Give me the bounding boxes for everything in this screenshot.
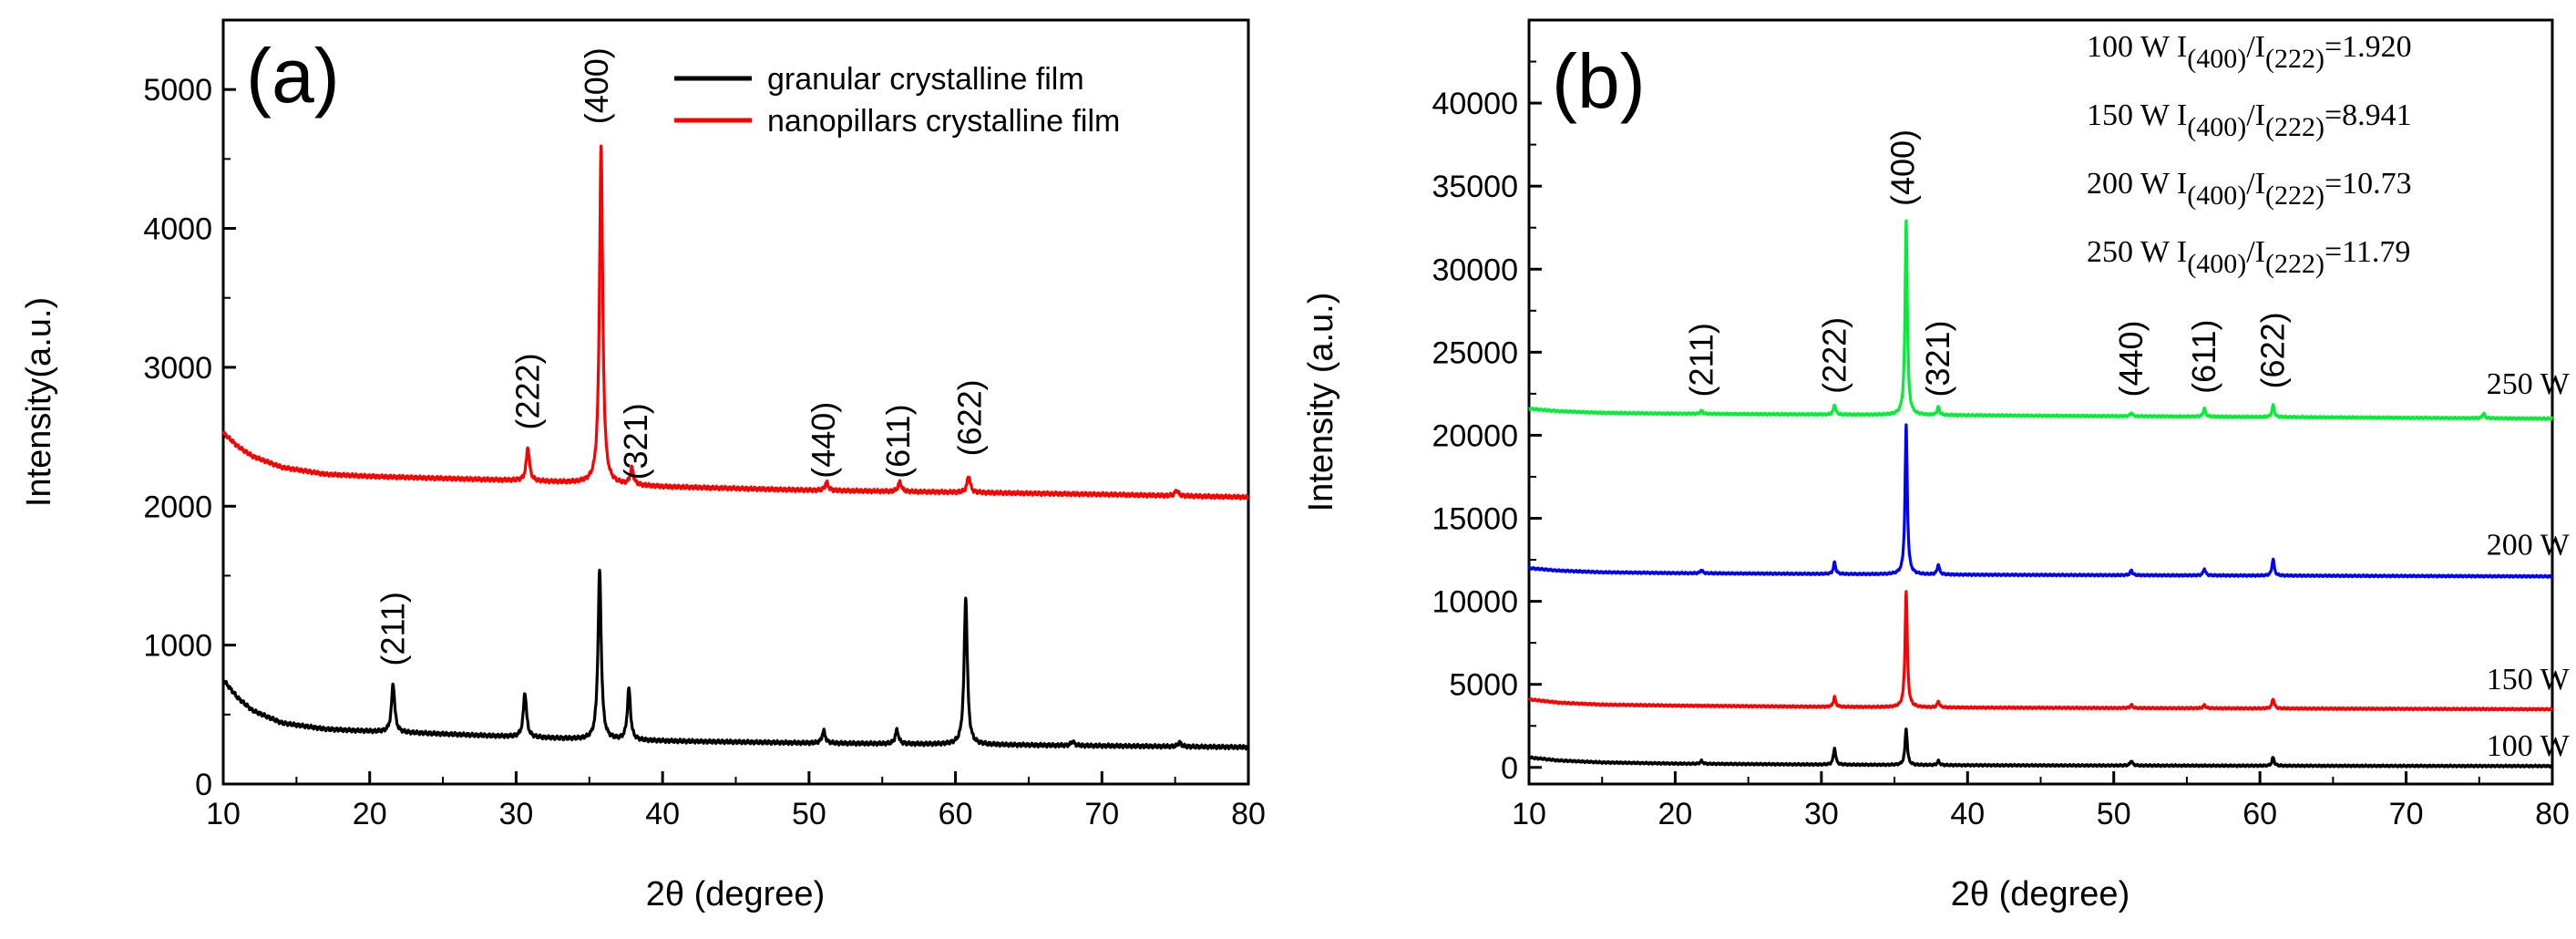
y-tick-label: 20000: [1432, 418, 1518, 453]
panel-label-a: (a): [246, 33, 340, 119]
series-line-250-w: [1527, 219, 2554, 421]
y-tick-label: 0: [1501, 751, 1518, 786]
y-tick-label: 40000: [1432, 87, 1518, 121]
legend-a: granular crystalline film nanopillars cr…: [674, 62, 1120, 139]
peak-label: (222): [508, 353, 546, 429]
peak-label: (440): [2112, 320, 2150, 397]
x-axis-label-b: 2θ (degree): [1951, 875, 2130, 913]
power-label: 100 W: [2487, 729, 2571, 763]
series-group-b: [1527, 219, 2554, 769]
y-axis-label-a: Intensity(a.u.): [20, 297, 58, 507]
peak-label: (622): [951, 379, 989, 456]
x-tick-label: 30: [1804, 797, 1839, 831]
peak-label: (321): [1919, 320, 1956, 397]
power-labels-b: 250 W 200 W 150 W 100 W: [2487, 367, 2571, 763]
ratio-row: 100 W I(400)/I(222)=1.920: [2087, 30, 2412, 74]
x-tick-label: 70: [1084, 797, 1119, 831]
ratio-row: 150 W I(400)/I(222)=8.941: [2087, 98, 2412, 142]
peak-label: (440): [805, 402, 842, 479]
legend-label-nanopillars: nanopillars crystalline film: [767, 104, 1120, 139]
y-tick-label: 2000: [143, 490, 212, 524]
x-tick-label: 20: [353, 797, 387, 831]
power-label: 150 W: [2487, 663, 2571, 697]
y-tick-label: 5000: [143, 73, 212, 108]
peak-label: (611): [2185, 320, 2222, 394]
x-tick-label: 60: [2242, 797, 2277, 831]
series-line-150-w: [1527, 590, 2554, 712]
peak-label: (400): [578, 47, 615, 124]
peak-label: (222): [1815, 317, 1852, 394]
x-tick-label: 30: [499, 797, 534, 831]
peak-label: (622): [2254, 312, 2292, 388]
x-tick-label: 60: [939, 797, 973, 831]
y-tick-label: 30000: [1432, 253, 1518, 287]
x-tick-label: 40: [1950, 797, 1985, 831]
y-tick-label: 0: [195, 768, 212, 802]
x-tick-label: 50: [792, 797, 826, 831]
ratio-row: 200 W I(400)/I(222)=10.73: [2087, 167, 2412, 211]
legend-label-granular: granular crystalline film: [767, 62, 1084, 97]
series-line-100-w: [1527, 727, 2554, 769]
series-line-granular-crystalline-film: [221, 568, 1250, 751]
x-tick-label: 50: [2097, 797, 2131, 831]
panel-b: 10 20 30 40 50 60 70 80 0 5000 10000 15000 20000 2500…: [1302, 18, 2571, 913]
series-line-200-w: [1527, 423, 2554, 579]
x-tick-label: 80: [1231, 797, 1266, 831]
y-axis-label-b: Intensity (a.u.): [1302, 293, 1340, 512]
y-tick-label: 4000: [143, 212, 212, 247]
y-tick-label: 1000: [143, 629, 212, 664]
plot-frame-b: [1527, 18, 2554, 786]
x-tick-label: 70: [2389, 797, 2424, 831]
y-tick-label: 25000: [1432, 335, 1518, 370]
power-label: 200 W: [2487, 529, 2571, 562]
axis-ticks-a: 10 20 30 40 50 60 70 80 0 1000 2000 3000 4000 5000: [143, 73, 1266, 831]
y-tick-label: 5000: [1449, 668, 1518, 703]
x-tick-label: 80: [2535, 797, 2570, 831]
x-tick-label: 10: [206, 797, 241, 831]
x-tick-label: 40: [645, 797, 680, 831]
series-line-nanopillars-crystalline-film: [221, 144, 1250, 500]
panel-a: 10 20 30 40 50 60 70 80 0 1000 2000 3000 4000 5000 (2…: [20, 18, 1266, 913]
peak-label: (400): [1884, 129, 1922, 206]
y-tick-label: 10000: [1432, 585, 1518, 620]
peak-label: (211): [1682, 323, 1719, 397]
peak-labels-a: (211) (222) (400) (321) (440) (611) (622): [374, 47, 988, 666]
y-tick-label: 3000: [143, 351, 212, 386]
x-tick-label: 20: [1658, 797, 1693, 831]
peak-label: (211): [374, 592, 411, 666]
x-axis-label-a: 2θ (degree): [646, 875, 825, 913]
power-label: 250 W: [2487, 367, 2571, 401]
peak-label: (611): [879, 404, 917, 478]
ratio-row: 250 W I(400)/I(222)=11.79: [2087, 235, 2410, 279]
ratio-table: 100 W I(400)/I(222)=1.920 150 W I(400)/I(…: [2087, 30, 2412, 279]
x-tick-label: 10: [1512, 797, 1546, 831]
axis-ticks-b: 10 20 30 40 50 60 70 80 0 5000 10000 15000 20000 2500…: [1432, 60, 2570, 831]
peak-labels-b: (211) (222) (400) (321) (440) (611) (622): [1682, 129, 2291, 397]
panel-label-b: (b): [1552, 38, 1646, 124]
y-tick-label: 35000: [1432, 170, 1518, 204]
series-group-a: [221, 144, 1250, 751]
peak-label: (321): [617, 403, 654, 480]
y-tick-label: 15000: [1432, 502, 1518, 537]
